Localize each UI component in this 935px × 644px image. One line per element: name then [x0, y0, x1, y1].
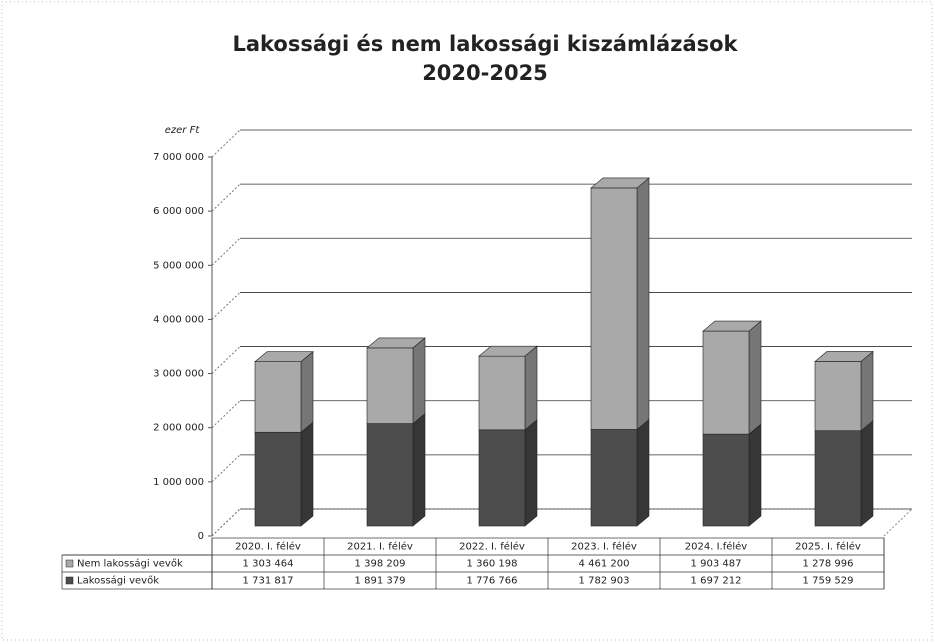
bar-side — [412, 337, 426, 425]
grid-diagonal — [211, 183, 241, 212]
y-tick-label: 2 000 000 — [153, 423, 204, 434]
grid-diagonal — [211, 454, 241, 483]
y-tick-label: 0 — [198, 531, 204, 542]
grid-diagonal — [211, 292, 241, 320]
y-axis-label: ezer Ft — [165, 125, 201, 136]
bar — [590, 429, 638, 527]
bar-top — [478, 345, 538, 357]
bar-side — [636, 177, 650, 431]
bar-side — [748, 423, 762, 527]
data-label: 1 360 198 — [467, 559, 518, 570]
data-label: 1 759 529 — [803, 576, 854, 587]
bar — [478, 429, 526, 527]
floor — [211, 508, 914, 537]
bar-side — [860, 350, 874, 432]
chart-subtitle: 2020-2025 — [422, 61, 548, 85]
data-label: 1 776 766 — [467, 576, 518, 587]
data-label: 1 731 817 — [243, 576, 294, 587]
legend-label: Lakossági vevők — [77, 575, 159, 587]
bar-top — [702, 320, 762, 332]
x-tick-label: 2025. I. félév — [795, 541, 861, 553]
x-tick-label: 2021. I. félév — [347, 541, 413, 553]
bar — [590, 187, 638, 430]
x-tick-label: 2024. I.félév — [685, 541, 748, 553]
bar-top — [254, 351, 314, 362]
bar — [702, 433, 750, 527]
grid-diagonal — [211, 508, 241, 537]
bar — [254, 361, 302, 433]
x-tick-label: 2020. I. félév — [235, 541, 301, 553]
bar-side — [524, 419, 538, 527]
data-label: 1 782 903 — [579, 576, 630, 587]
data-label: 1 398 209 — [355, 559, 406, 570]
data-label: 1 278 996 — [803, 559, 854, 570]
data-label: 1 891 379 — [355, 576, 406, 587]
data-label: 4 461 200 — [579, 559, 630, 570]
legend-label: Nem lakossági vevők — [77, 558, 183, 570]
y-tick-label: 5 000 000 — [153, 260, 204, 271]
grid-diagonal — [211, 237, 241, 266]
bar-side — [412, 412, 426, 527]
bar — [814, 430, 862, 527]
bar-side — [300, 351, 314, 433]
bar-top — [590, 177, 650, 189]
chart-title: Lakossági és nem lakossági kiszámlázások — [232, 32, 738, 56]
bar-top — [814, 351, 874, 362]
bar — [702, 330, 750, 435]
y-tick-label: 6 000 000 — [153, 206, 204, 217]
legend-key — [65, 559, 74, 568]
bar — [254, 431, 302, 527]
legend-key — [65, 576, 74, 585]
bar — [814, 361, 862, 432]
x-tick-label: 2023. I. félév — [571, 541, 637, 553]
grid-diagonal — [211, 129, 241, 158]
bar-side — [636, 418, 650, 527]
bar-side — [748, 320, 762, 435]
grid-diagonal — [211, 400, 241, 429]
y-tick-label: 3 000 000 — [153, 369, 204, 380]
y-tick-label: 4 000 000 — [153, 314, 204, 325]
bar-side — [300, 421, 314, 527]
bar-side — [860, 420, 874, 527]
bar — [478, 355, 526, 431]
y-tick-label: 7 000 000 — [153, 152, 204, 163]
grid-diagonal — [211, 346, 241, 374]
y-tick-label: 1 000 000 — [153, 477, 204, 488]
bar — [366, 423, 414, 527]
data-label: 1 697 212 — [691, 576, 742, 587]
data-label: 1 903 487 — [691, 559, 742, 570]
bar — [366, 347, 414, 424]
bar-top — [366, 337, 426, 349]
x-tick-label: 2022. I. félév — [459, 541, 525, 553]
bar-side — [524, 345, 538, 431]
data-label: 1 303 464 — [243, 559, 294, 570]
